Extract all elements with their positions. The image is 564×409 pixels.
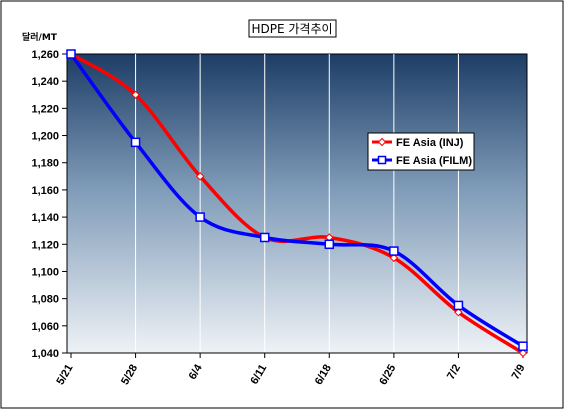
y-tick-label: 1,260 — [31, 49, 59, 61]
data-point-film — [259, 232, 270, 243]
data-point-inj — [454, 308, 463, 317]
chart-title-box — [248, 19, 337, 38]
y-tick-label: 1,220 — [31, 103, 59, 115]
plot-area — [66, 53, 528, 354]
y-tick-label: 1,040 — [31, 348, 59, 360]
y-tick-label: 1,060 — [31, 321, 59, 333]
legend-marker-film — [377, 155, 387, 165]
legend: FE Asia (INJ) FE Asia (FILM) — [367, 132, 475, 171]
data-point-film — [389, 246, 399, 256]
chart-title: HDPE 가격추이 — [251, 22, 332, 36]
legend-label-inj: FE Asia (INJ) — [396, 137, 464, 149]
data-point-inj — [195, 172, 205, 181]
y-tick-label: 1,160 — [31, 185, 59, 197]
y-tick-label: 1,200 — [31, 131, 59, 143]
data-point-film — [518, 341, 528, 351]
data-point-inj — [389, 253, 399, 263]
y-axis-unit-label: 달러/MT — [22, 31, 58, 43]
data-point-inj — [131, 90, 140, 99]
data-point-film — [66, 49, 76, 59]
legend-label-film: FE Asia (FILM) — [396, 155, 472, 167]
data-point-film — [195, 212, 205, 222]
data-point-film — [130, 137, 141, 148]
y-tick-label: 1,140 — [31, 212, 59, 224]
legend-marker-inj — [377, 137, 387, 147]
y-tick-label: 1,080 — [31, 294, 59, 306]
y-tick-label: 1,100 — [31, 266, 59, 278]
data-point-film — [453, 300, 464, 311]
y-tick-label: 1,180 — [31, 158, 59, 170]
data-point-film — [324, 239, 335, 250]
y-tick-label: 1,120 — [31, 239, 59, 251]
series-markers — [66, 49, 528, 358]
y-tick-label: 1,240 — [31, 76, 59, 88]
data-point-inj — [518, 348, 528, 358]
